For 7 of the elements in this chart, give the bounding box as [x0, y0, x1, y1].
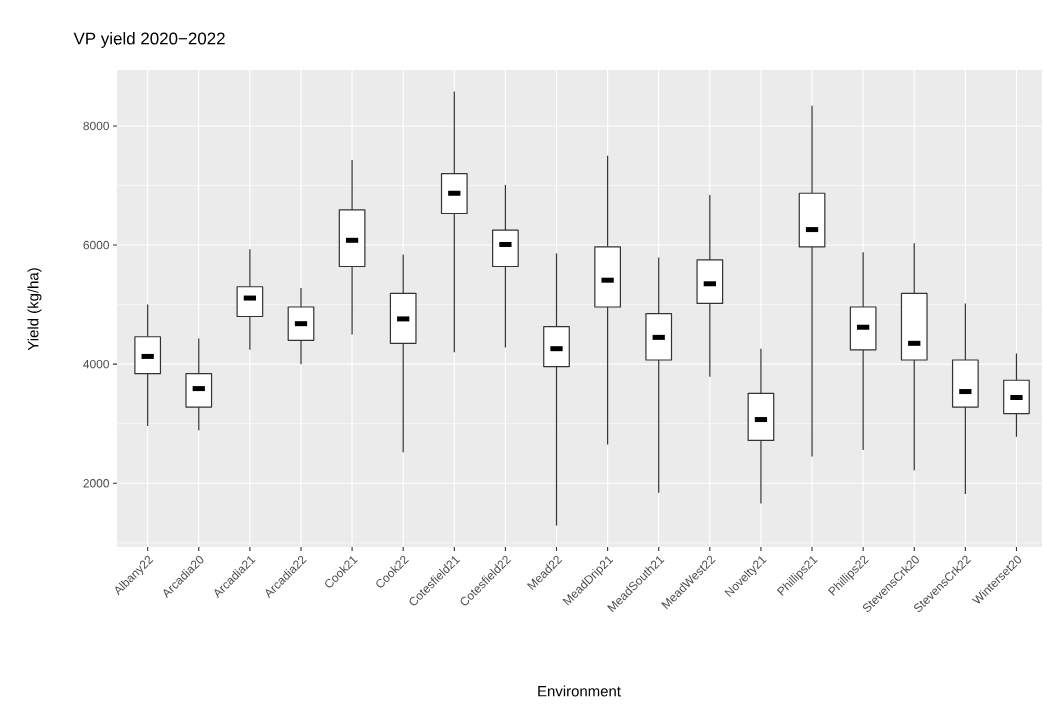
chart-title: VP yield 2020−2022 — [73, 32, 225, 48]
y-tick-label: 8000 — [83, 121, 110, 131]
x-axis-title: Environment — [538, 685, 621, 697]
y-tick-label: 6000 — [83, 240, 110, 250]
y-tick-label: 2000 — [83, 479, 110, 488]
y-axis-title: Yield (kg/ha) — [27, 268, 42, 351]
y-tick-label: 4000 — [83, 359, 110, 369]
